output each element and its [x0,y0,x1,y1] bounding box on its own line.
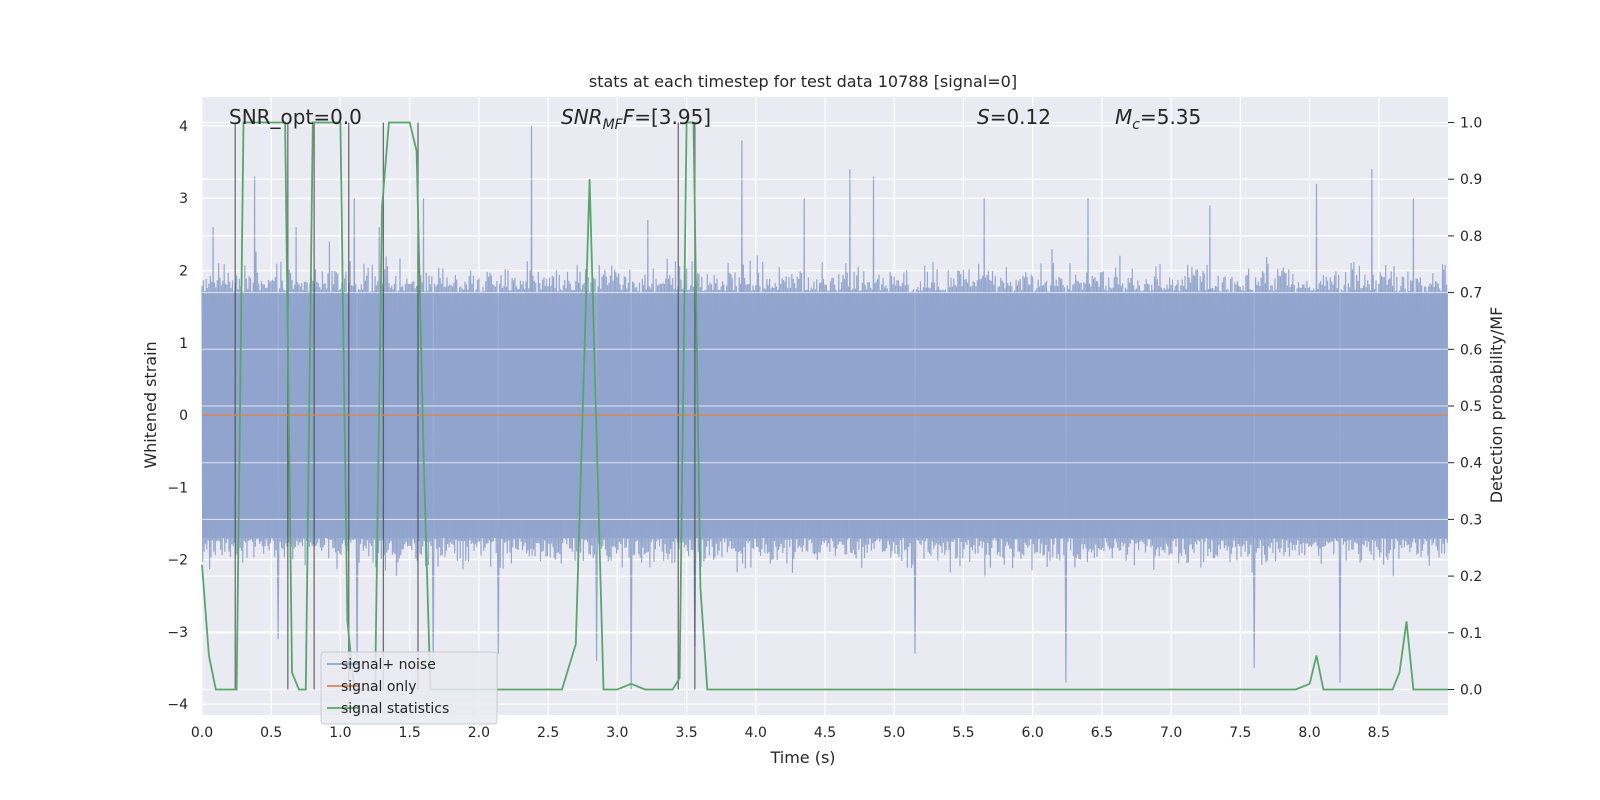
y-axis-ticks-left: 4 3 2 1 0 −1 −2 −3 −4 [167,119,188,713]
x-tick-label-5: 2.5 [537,725,559,741]
x-tick-label-4: 2.0 [468,725,490,741]
y-tick-label-right-10: 0.0 [1460,682,1482,698]
y-axis-label: Whitened strain [141,341,160,468]
s-value: =0.12 [990,105,1051,129]
x-tick-label-1: 0.5 [260,725,282,741]
series-signal-statistics [201,121,1448,691]
s-symbol: S [977,105,990,129]
series-signal-noise [201,125,1448,690]
x-tick-label-6: 3.0 [606,725,628,741]
legend-label-signal-noise: signal+ noise [341,657,436,673]
legend: signal+ noise signal only signal statist… [320,651,498,725]
y-tick-label-right-4: 0.6 [1460,342,1482,358]
y-tick-label-5: −1 [167,480,188,496]
y-tick-label-3: 1 [179,336,188,352]
x-tick-label-15: 7.5 [1229,725,1251,741]
annotation-snr-mf: SNRMFF=[3.95] [561,105,711,133]
annotation-snr-opt: SNR_opt=0.0 [229,105,362,129]
x-tick-label-16: 8.0 [1298,725,1320,741]
y-tick-label-right-6: 0.4 [1460,456,1482,472]
y-tick-label-right-7: 0.3 [1460,512,1482,528]
y-tick-label-right-2: 0.8 [1460,229,1482,245]
x-tick-label-2: 1.0 [329,725,351,741]
x-tick-label-12: 6.0 [1022,725,1044,741]
mc-subscript: c [1132,117,1140,133]
y-tick-label-2: 2 [179,263,188,279]
x-tick-label-14: 7.0 [1160,725,1182,741]
snr-mf-subscript: MF [603,117,624,133]
x-tick-label-17: 8.5 [1368,725,1390,741]
y-tick-label-right-9: 0.1 [1460,626,1482,642]
y-tick-label-right-3: 0.7 [1460,286,1482,302]
y-axis-label-right: Detection probability/MF [1487,307,1506,504]
snr-mf-value: =[3.95] [634,105,711,129]
x-axis-ticks: 0.0 0.5 1.0 1.5 2.0 2.5 3.0 3.5 4.0 4.5 5.0 5.5 6.0 6… [191,725,1390,741]
signal-statistics-series [201,121,1448,691]
y-axis-ticks-right: 1.0 0.9 0.8 0.7 0.6 0.5 0.4 0.3 0.2 0.1 0.0 [1448,116,1482,698]
x-tick-label-7: 3.5 [675,725,697,741]
legend-box [320,651,498,725]
annotation-mc: Mc=5.35 [1115,105,1201,133]
mc-symbol: M [1115,105,1132,129]
x-tick-label-13: 6.5 [1091,725,1113,741]
y-tick-label-right-1: 0.9 [1460,172,1482,188]
x-tick-label-0: 0.0 [191,725,213,741]
x-tick-label-3: 1.5 [399,725,421,741]
y-tick-label-right-8: 0.2 [1460,569,1482,585]
y-tick-label-6: −2 [167,553,188,569]
x-axis-label: Time (s) [769,748,835,767]
y-tick-label-right-5: 0.5 [1460,399,1482,415]
x-tick-label-10: 5.0 [883,725,905,741]
snr-mf-f: F [623,105,635,129]
y-tick-label-0: 4 [179,119,188,135]
legend-label-signal-only: signal only [341,679,416,695]
x-tick-label-9: 4.5 [814,725,836,741]
chart-title: stats at each timestep for test data 107… [589,72,1017,91]
y-tick-label-4: 0 [179,408,188,424]
legend-label-signal-statistics: signal statistics [341,701,449,717]
x-tick-label-8: 4.0 [745,725,767,741]
y-tick-label-8: −4 [167,697,188,713]
y-tick-label-7: −3 [167,625,188,641]
x-tick-label-11: 5.5 [952,725,974,741]
y-tick-label-1: 3 [179,191,188,207]
y-tick-label-right-0: 1.0 [1460,116,1482,132]
snr-mf-symbol: SNR [561,105,603,129]
mc-value: =5.35 [1140,105,1201,129]
annotation-s: S=0.12 [977,105,1051,129]
